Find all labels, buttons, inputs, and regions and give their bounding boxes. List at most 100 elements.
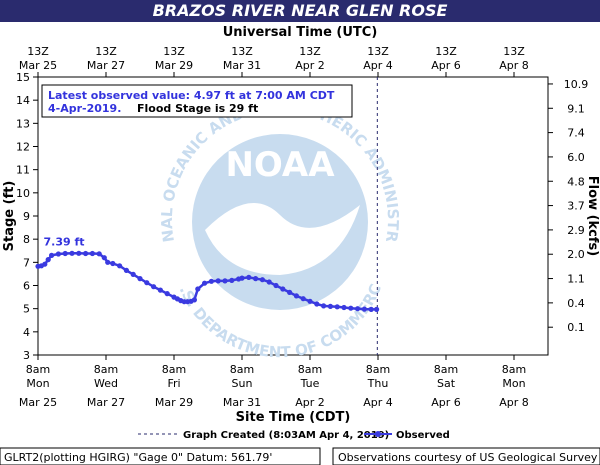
observed-point: [334, 304, 340, 310]
legend: Graph Created (8:03AM Apr 4, 2019) Obser…: [138, 430, 450, 441]
flow-tick-label: 9.1: [567, 102, 585, 115]
site-tick-hour: 8am: [94, 363, 118, 376]
utc-tick-date: Mar 31: [223, 59, 261, 72]
site-tick-date: Mar 29: [155, 396, 193, 409]
utc-tick-hour: 13Z: [435, 45, 457, 58]
site-tick-day: Mon: [502, 377, 525, 390]
observed-point: [287, 289, 293, 295]
observed-point: [137, 276, 143, 282]
observed-point: [164, 291, 170, 297]
observed-point: [105, 259, 111, 265]
observed-point: [293, 293, 299, 299]
watermark-seagull-icon: [205, 203, 360, 275]
observed-point: [246, 274, 252, 280]
site-tick-hour: 8am: [502, 363, 526, 376]
observed-point: [341, 304, 347, 311]
latest-observed-date: 4-Apr-2019.: [48, 102, 121, 115]
observed-point: [368, 306, 374, 312]
observed-point: [259, 277, 265, 283]
observed-point: [374, 306, 380, 312]
observed-point: [191, 297, 197, 303]
observed-point: [314, 301, 320, 307]
footer-datum-text: GLRT2(plotting HGIRG) "Gage 0" Datum: 56…: [4, 451, 272, 464]
site-tick-day: Wed: [94, 377, 118, 390]
observed-point: [321, 303, 327, 309]
stage-tick-label: 5: [23, 303, 30, 316]
flow-tick-label: 2.0: [567, 248, 585, 261]
flow-tick-label: 3.7: [567, 200, 585, 213]
flow-axis: 0.1 0.4 1.1 2.0 2.9 3.7 4.8 6.0 7.4 9.1 10.9: [548, 78, 588, 334]
stage-tick-label: 8: [23, 233, 30, 246]
site-tick-hour: 8am: [230, 363, 254, 376]
observed-point: [266, 279, 272, 285]
peak-label: 7.39 ft: [43, 235, 84, 248]
utc-tick-hour: 13Z: [27, 45, 49, 58]
utc-tick-hour: 13Z: [163, 45, 185, 58]
observed-point: [83, 250, 89, 257]
observed-point: [123, 267, 129, 273]
utc-tick-hour: 13Z: [95, 45, 117, 58]
observed-point: [151, 284, 157, 290]
latest-observed-text: Latest observed value: 4.97 ft at 7:00 A…: [48, 89, 335, 102]
utc-tick-hour: 13Z: [503, 45, 525, 58]
observed-point: [144, 280, 150, 286]
info-box-frame: [41, 84, 353, 118]
info-box: Latest observed value: 4.97 ft at 7:00 A…: [41, 84, 353, 118]
observed-point: [239, 275, 245, 281]
utc-tick-date: Apr 8: [499, 59, 529, 72]
legend-observed-label: Observed: [396, 430, 450, 441]
observed-point: [273, 282, 279, 289]
flow-tick-label: 1.1: [567, 273, 585, 286]
site-tick-day: Sat: [437, 377, 456, 390]
observed-point: [355, 306, 361, 312]
flow-tick-label: 6.0: [567, 151, 585, 164]
stage-axis: 3 4 5 6 7 8 9 10 11 12 13 14 15: [16, 71, 38, 362]
observed-point: [96, 251, 102, 257]
stage-tick-label: 4: [23, 326, 30, 339]
stage-tick-label: 12: [16, 141, 30, 154]
utc-tick-date: Mar 29: [155, 59, 193, 72]
flood-stage-text: Flood Stage is 29 ft: [137, 102, 258, 115]
observed-point: [229, 277, 235, 283]
stage-tick-label: 15: [16, 71, 30, 84]
observed-point: [69, 250, 75, 256]
site-tick-hour: 8am: [366, 363, 390, 376]
flow-tick-label: 2.9: [567, 224, 585, 237]
utc-tick-date: Apr 2: [295, 59, 325, 72]
observed-point: [215, 278, 221, 284]
utc-tick-date: Apr 6: [431, 59, 461, 72]
observed-point: [49, 252, 55, 258]
site-tick-hour: 8am: [434, 363, 458, 376]
observed-point: [42, 261, 48, 267]
site-tick-date: Apr 8: [499, 396, 529, 409]
observed-point: [195, 286, 201, 292]
observed-point: [253, 276, 259, 282]
site-tick-date: Apr 4: [363, 396, 393, 409]
observed-point: [76, 250, 82, 256]
legend-created-label: Graph Created (8:03AM Apr 4, 2019): [183, 430, 389, 441]
utc-tick-hour: 13Z: [299, 45, 321, 58]
site-tick-day: Thu: [367, 377, 389, 390]
observed-point: [361, 306, 367, 312]
stage-tick-label: 13: [16, 117, 30, 130]
utc-tick-date: Mar 27: [87, 59, 125, 72]
right-axis-title: Flow (kcfs): [585, 176, 600, 256]
observed-point: [62, 250, 68, 257]
watermark-logo-text: NOAA: [225, 145, 335, 185]
observed-point: [202, 280, 208, 286]
bottom-axis-title: Site Time (CDT): [236, 410, 351, 425]
observed-point: [157, 287, 163, 293]
observed-point: [327, 303, 333, 309]
stage-tick-label: 6: [23, 280, 30, 293]
site-tick-day: Tue: [300, 377, 320, 390]
legend-observed-marker: [375, 431, 381, 437]
stage-tick-label: 3: [23, 349, 30, 362]
stage-tick-label: 11: [16, 164, 30, 177]
observed-point: [101, 255, 107, 261]
stage-tick-label: 14: [16, 94, 30, 107]
stage-tick-label: 9: [23, 210, 30, 223]
top-axis-title: Universal Time (UTC): [223, 25, 378, 40]
